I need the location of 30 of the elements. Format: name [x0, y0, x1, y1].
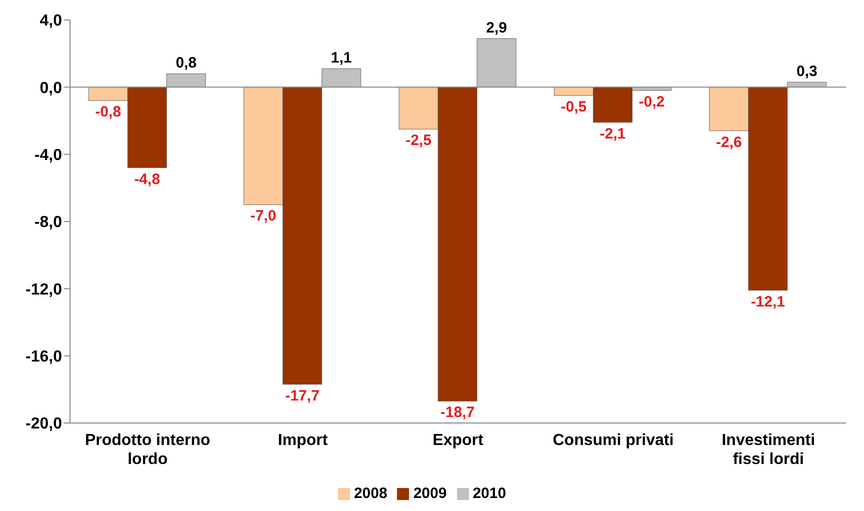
x-tick-label: Investimenti fissi lordi: [722, 432, 816, 468]
x-tick-label: Export: [432, 432, 484, 449]
data-label: 0,8: [176, 54, 197, 72]
data-label: -2,1: [600, 125, 626, 142]
data-label: -4,8: [134, 170, 160, 188]
y-tick-label: 0,0: [40, 80, 62, 97]
data-label: -12,1: [750, 293, 786, 310]
y-tick-label: -20,0: [26, 416, 62, 433]
y-tick-label: -4,0: [34, 147, 62, 164]
y-tick-label: -16,0: [26, 348, 62, 366]
data-label: -7,0: [250, 208, 276, 225]
data-label: -0,2: [638, 94, 665, 111]
y-tick-label: -8,0: [34, 214, 62, 232]
legend-label: 2009: [413, 485, 447, 502]
y-tick-label: -12,0: [26, 281, 62, 298]
x-tick-label: Import: [278, 432, 328, 449]
y-tick-label: 4,0: [40, 12, 62, 30]
data-label: -18,7: [440, 404, 475, 422]
data-label: -0,5: [560, 98, 587, 116]
data-label: 2,9: [486, 19, 507, 36]
x-tick-label: Prodotto interno lordo: [84, 432, 210, 468]
x-tick-label: Consumi privati: [552, 432, 674, 449]
data-label: -17,7: [285, 387, 320, 404]
data-label: 0,3: [796, 63, 818, 80]
legend-label: 2010: [472, 485, 506, 502]
data-label: -0,8: [95, 104, 122, 121]
data-label: -2,6: [716, 134, 742, 151]
legend-label: 2008: [354, 485, 388, 502]
data-label: 1,1: [330, 50, 352, 67]
data-label: -2,5: [406, 132, 432, 150]
